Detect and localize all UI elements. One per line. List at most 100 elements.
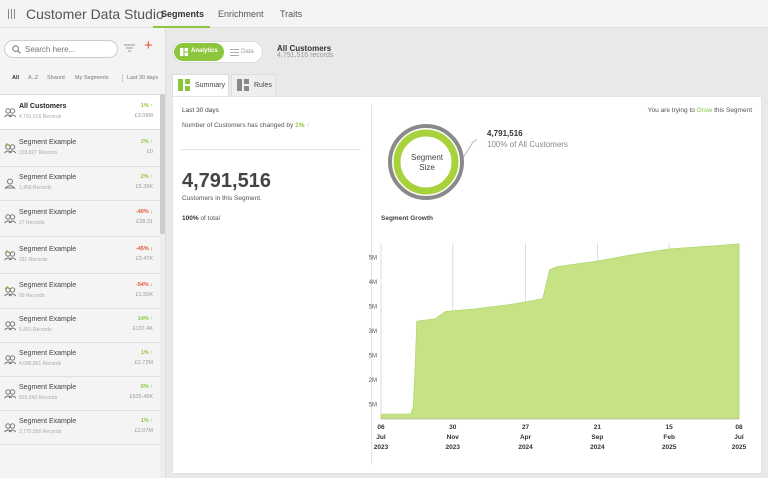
x-tick-label: 21: [594, 424, 602, 431]
filter-tab-all[interactable]: All: [12, 75, 20, 81]
x-tick-label: Jul: [376, 434, 386, 441]
sidebar-scrollbar[interactable]: [160, 94, 165, 478]
filter-tab-my-segments[interactable]: My Segments: [75, 75, 109, 81]
data-toggle[interactable]: Data: [227, 43, 263, 61]
segment-record-count: 1,458 Records: [19, 185, 52, 191]
segment-records: 4,791,516 records: [277, 52, 334, 59]
segment-list-item[interactable]: Segment Example 99 Records -54% ↓ £1.55K: [0, 274, 160, 309]
segment-list-item[interactable]: Segment Example 4,686,891 Records 1% ↑ £2.7…: [0, 343, 160, 377]
menu-icon[interactable]: [8, 9, 15, 19]
segment-size-ring: [388, 124, 477, 200]
tab-traits[interactable]: Traits: [280, 9, 303, 19]
arrow-up-icon: ↑: [150, 174, 153, 180]
segment-change: 1% ↑: [141, 350, 153, 356]
segment-name: Segment Example: [19, 246, 77, 253]
filter-divider: [122, 74, 123, 82]
arrow-up-icon: ↑: [150, 103, 153, 109]
customer-count: 4,791,516: [182, 170, 271, 192]
segment-value: £137.4K: [132, 326, 154, 332]
y-tick-label: 2.5M: [369, 353, 377, 359]
analytics-toggle[interactable]: Analytics: [174, 43, 224, 61]
tab-enrichment[interactable]: Enrichment: [218, 9, 264, 19]
arrow-down-icon: ↓: [150, 246, 153, 252]
top-bar: Customer Data Studio Segments Enrichment…: [0, 0, 768, 28]
add-segment-button[interactable]: +: [144, 37, 153, 54]
y-tick-label: 3.5M: [369, 305, 377, 311]
total-text: of total: [200, 215, 220, 222]
segment-value: £1.55K: [135, 292, 153, 298]
search-icon: [12, 45, 21, 54]
arrow-up-icon: ↑: [306, 122, 310, 129]
tab-summary[interactable]: Summary: [172, 74, 229, 97]
search-input[interactable]: [25, 44, 115, 55]
rules-icon: [237, 79, 249, 91]
segment-list-item[interactable]: Segment Example 281 Records -45% ↓ £3.47K: [0, 237, 160, 274]
filter-tab-az[interactable]: A..Z: [28, 75, 39, 81]
segment-change-pct: -40%: [135, 209, 149, 215]
segment-list-item[interactable]: All Customers 4,791,516 Records 1% ↑ £3.09M: [0, 95, 160, 130]
segment-list-item[interactable]: Segment Example 1,458 Records 2% ↑ £5.39K: [0, 167, 160, 201]
users-icon: [4, 423, 16, 433]
segment-change: 1% ↑: [141, 418, 153, 424]
segment-name: Segment Example: [19, 384, 77, 391]
x-tick-label: 06: [377, 424, 385, 431]
segment-name: Segment Example: [19, 282, 77, 289]
x-tick-label: 30: [449, 424, 457, 431]
segment-value: £535.46K: [129, 394, 153, 400]
segment-change: -40% ↓: [136, 209, 153, 215]
segment-list-item[interactable]: Segment Example 103,827 Records 2% ↑ £0: [0, 130, 160, 167]
ring-label-line1: Segment: [410, 153, 444, 162]
x-tick-label: 2024: [518, 444, 533, 451]
period-tab[interactable]: Last 30 days: [127, 75, 159, 81]
segment-value: £3.09M: [134, 113, 153, 119]
scrollbar-thumb[interactable]: [160, 94, 165, 234]
segment-list-item[interactable]: Segment Example 2,775,556 Records 1% ↑ £2.0…: [0, 411, 160, 445]
segment-value: £5.39K: [135, 184, 153, 190]
x-tick-label: Sep: [591, 434, 603, 441]
total-share: 100% of total: [182, 215, 220, 222]
segment-value: £3.47K: [135, 256, 153, 262]
arrow-down-icon: ↓: [150, 282, 153, 288]
arrow-down-icon: ↓: [150, 209, 153, 215]
view-mode-toggle[interactable]: Analytics Data: [172, 41, 263, 63]
arrow-up-icon: ↑: [150, 139, 153, 145]
segment-list: All Customers 4,791,516 Records 1% ↑ £3.09M…: [0, 94, 160, 478]
list-icon: [230, 49, 239, 56]
segment-list-item[interactable]: Segment Example 833,643 Records 5% ↑ £535.4…: [0, 377, 160, 411]
segment-change: 1% ↑: [141, 103, 153, 109]
goal-statement: You are trying to Grow this Segment: [648, 107, 752, 114]
x-tick-label: 2025: [662, 444, 677, 451]
segment-record-count: 281 Records: [19, 257, 48, 263]
tab-segments[interactable]: Segments: [161, 9, 205, 19]
users-grow-icon: [4, 250, 16, 261]
segment-list-item[interactable]: Segment Example 27 Records -40% ↓ £28.31: [0, 201, 160, 237]
growth-chart-title: Segment Growth: [381, 215, 434, 222]
analytics-label: Analytics: [191, 48, 218, 54]
segment-value: £2.07M: [134, 428, 153, 434]
summary-panel: Last 30 days Number of Customers has cha…: [172, 96, 762, 474]
segment-record-count: 27 Records: [19, 220, 45, 226]
summary-icon: [178, 79, 190, 91]
ring-label-line2: Size: [419, 163, 435, 172]
y-tick-label: 4M: [369, 280, 377, 286]
users-grow-icon: [4, 286, 16, 297]
segment-change-pct: 1%: [140, 103, 149, 109]
search-box[interactable]: [4, 40, 118, 58]
sort-filter-icon[interactable]: [124, 44, 135, 52]
segment-record-count: 103,827 Records: [19, 150, 58, 156]
change-text: Number of Customers has changed by: [182, 122, 294, 129]
segment-value: £2.72M: [134, 360, 153, 366]
user-icon: [4, 178, 16, 189]
ring-label: Segment Size: [390, 153, 464, 173]
segment-size-share: 100% of All Customers: [487, 140, 568, 149]
y-tick-label: 2M: [369, 378, 377, 384]
filter-tab-shared[interactable]: Shared: [47, 75, 65, 81]
x-tick-label: Jul: [734, 434, 744, 441]
segment-record-count: 5,491 Records: [19, 327, 52, 333]
arrow-up-icon: ↑: [150, 316, 153, 322]
tab-rules[interactable]: Rules: [231, 74, 276, 96]
summary-tab-label: Summary: [195, 82, 225, 89]
segment-change-pct: -45%: [135, 246, 149, 252]
segment-list-item[interactable]: Segment Example 5,491 Records 14% ↑ £137.4K: [0, 309, 160, 343]
data-label: Data: [241, 49, 254, 55]
